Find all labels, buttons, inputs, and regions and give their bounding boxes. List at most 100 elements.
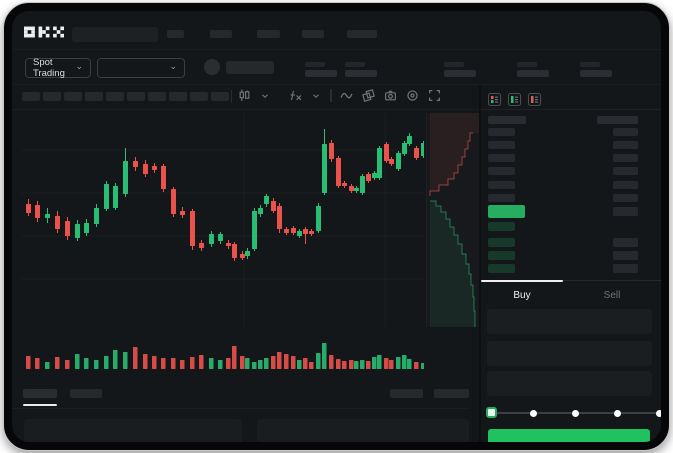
stat-label-skeleton [580, 62, 600, 67]
divider [481, 109, 661, 110]
stat-label-skeleton [517, 62, 537, 67]
slider-stop-dot[interactable] [613, 409, 621, 417]
ask-price-row-skeleton[interactable] [488, 181, 515, 189]
order-book-panel: Buy Sell [481, 86, 661, 442]
product-selector-dropdown[interactable]: Spot Trading ⌄ [25, 57, 91, 79]
ask-price-row-skeleton[interactable] [488, 128, 515, 136]
compare-layers-icon[interactable] [362, 89, 375, 102]
timeframe-button-skeleton[interactable] [22, 92, 40, 101]
ask-amount-row-skeleton [613, 167, 638, 175]
bid-price-row-skeleton[interactable] [488, 251, 515, 260]
book-header-skeleton [597, 116, 638, 124]
ask-amount-row-skeleton [613, 128, 638, 136]
amount-slider[interactable] [481, 404, 661, 424]
trade-tabbar: Buy Sell [481, 280, 661, 306]
nav-item-skeleton[interactable] [210, 30, 232, 38]
timeframe-button-skeleton[interactable] [64, 92, 82, 101]
divider [231, 90, 232, 103]
last-price-bar[interactable] [488, 205, 525, 218]
order-input-skeleton[interactable] [487, 341, 652, 366]
pair-name-skeleton [226, 61, 274, 74]
bottom-action-skeleton[interactable] [434, 389, 469, 398]
order-input-skeleton[interactable] [487, 309, 652, 334]
chevron-down-icon[interactable] [260, 91, 270, 101]
nav-item-skeleton[interactable] [257, 30, 280, 38]
orders-panel-skeleton [257, 419, 469, 442]
ask-price-row-skeleton[interactable] [488, 194, 515, 202]
candlestick-type-icon[interactable] [238, 89, 251, 102]
candlestick-chart [22, 113, 424, 327]
divider [330, 89, 331, 102]
chart-settings-icon[interactable] [406, 89, 419, 102]
tab-sell[interactable]: Sell [603, 290, 621, 301]
ask-price-row-skeleton[interactable] [488, 167, 515, 175]
stat-label-skeleton [345, 62, 365, 67]
slider-handle[interactable] [486, 407, 497, 418]
timeframe-button-skeleton[interactable] [148, 92, 166, 101]
bid-amount-row-skeleton [613, 207, 638, 216]
book-view-both-icon[interactable] [488, 93, 501, 106]
bottom-tab[interactable] [70, 389, 102, 398]
timeframe-button-skeleton[interactable] [85, 92, 103, 101]
price-chart[interactable] [22, 113, 424, 327]
device-frame: Spot Trading ⌄ ⌄ [3, 2, 670, 451]
slider-stop-dot[interactable] [655, 409, 661, 417]
chevron-down-icon: ⌄ [75, 60, 83, 71]
timeframe-button-skeleton[interactable] [43, 92, 61, 101]
bid-amount-row-skeleton [613, 238, 638, 247]
tabbar-line [481, 280, 661, 281]
camera-snapshot-icon[interactable] [384, 89, 397, 102]
coin-avatar[interactable] [204, 59, 220, 75]
book-view-bids-icon[interactable] [508, 93, 521, 106]
stat-value-skeleton [580, 70, 612, 77]
stat-label-skeleton [444, 62, 464, 67]
stat-value-skeleton [444, 70, 476, 77]
fullscreen-icon[interactable] [428, 89, 441, 102]
timeframe-button-skeleton[interactable] [106, 92, 124, 101]
bottom-action-skeleton[interactable] [390, 389, 423, 398]
stat-value-skeleton [517, 70, 549, 77]
timeframe-button-skeleton[interactable] [169, 92, 187, 101]
nav-item-skeleton[interactable] [302, 30, 324, 38]
product-selector-label: Spot Trading [33, 57, 65, 79]
bid-price-row-skeleton[interactable] [488, 264, 515, 273]
divider [12, 49, 661, 50]
divider [12, 109, 479, 110]
ask-price-row-skeleton[interactable] [488, 141, 515, 149]
slider-stop-dot[interactable] [529, 409, 537, 417]
divider [12, 84, 661, 85]
chevron-down-icon: ⌄ [169, 60, 177, 71]
book-view-asks-icon[interactable] [528, 93, 541, 106]
pair-selector-dropdown[interactable]: ⌄ [97, 58, 185, 78]
active-tab-underline [23, 404, 57, 406]
depth-chart [429, 113, 480, 327]
nav-item-skeleton[interactable] [347, 30, 377, 38]
divider [12, 408, 470, 409]
slider-stop-dot[interactable] [571, 409, 579, 417]
timeframe-button-skeleton[interactable] [190, 92, 208, 101]
bottom-tab-active[interactable] [23, 389, 57, 398]
buy-button[interactable] [488, 429, 650, 442]
okx-logo[interactable] [24, 26, 64, 38]
order-input-skeleton[interactable] [487, 371, 652, 396]
chevron-down-icon[interactable] [311, 91, 321, 101]
divider [331, 89, 332, 102]
line-chart-icon[interactable] [340, 89, 353, 102]
stat-value-skeleton [305, 70, 337, 77]
search-input[interactable] [72, 27, 158, 42]
timeframe-button-skeleton[interactable] [127, 92, 145, 101]
bid-price-row-skeleton[interactable] [488, 238, 515, 247]
chart-toolbar [12, 87, 470, 109]
top-nav [12, 11, 661, 49]
chart-tools [238, 89, 441, 102]
ask-price-row-skeleton[interactable] [488, 154, 515, 162]
nav-item-skeleton[interactable] [167, 30, 184, 38]
tab-buy[interactable]: Buy [513, 290, 531, 301]
ask-amount-row-skeleton [613, 154, 638, 162]
bid-price-row-skeleton[interactable] [488, 222, 515, 231]
timeframe-button-skeleton[interactable] [211, 92, 229, 101]
indicators-icon[interactable] [289, 89, 302, 102]
ask-amount-row-skeleton [613, 181, 638, 189]
depth-strip [426, 113, 480, 327]
